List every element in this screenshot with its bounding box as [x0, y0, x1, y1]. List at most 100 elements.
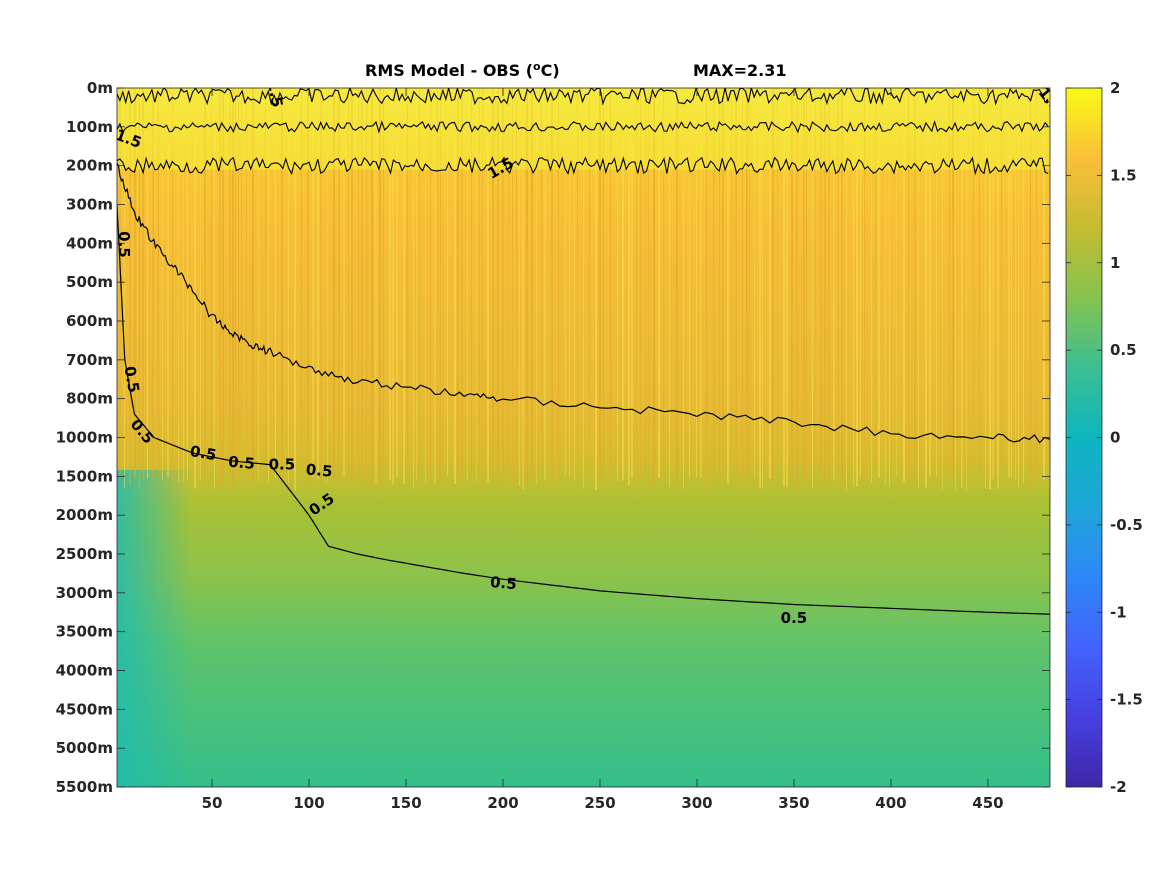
contour-label: 0.5 [228, 453, 256, 473]
field-stripe [454, 88, 456, 485]
field-stripe [719, 88, 720, 488]
y-tick-label: 800m [66, 390, 113, 408]
field-stripe [447, 88, 448, 477]
x-tick-label: 450 [972, 794, 1003, 812]
colorbar-tick-label: -1 [1110, 603, 1127, 621]
colorbar-tick-label: 0.5 [1110, 341, 1137, 359]
field-stripe [1043, 88, 1045, 480]
y-tick-label: 700m [66, 351, 113, 369]
field-stripe [833, 88, 835, 480]
field-stripe [683, 88, 684, 489]
y-tick-label: 100m [66, 118, 113, 136]
field-stripe [669, 88, 670, 488]
field-stripe [908, 88, 909, 483]
field-stripe [689, 88, 690, 478]
x-tick-label: 350 [778, 794, 809, 812]
x-tick-label: 200 [487, 794, 518, 812]
x-tick-label: 100 [293, 794, 324, 812]
field-stripe [640, 88, 641, 479]
field-stripe [434, 88, 436, 484]
colorbar-tick-label: 1 [1110, 254, 1120, 272]
field-stripe [754, 88, 755, 479]
field-stripe [178, 88, 179, 483]
field-stripe [936, 88, 937, 477]
field-stripe [815, 88, 816, 488]
field-stripe [731, 88, 732, 478]
field-stripe [1015, 88, 1016, 481]
field-texture [117, 88, 1050, 491]
field-stripe [194, 88, 196, 489]
y-axis-ticks: 0m 100m 200m 300m 400m 500m 600m 700m 800m 1000m 1… [56, 79, 1050, 796]
field-stripe [961, 88, 963, 489]
field-stripe [268, 88, 269, 482]
field-stripe [841, 88, 843, 483]
y-tick-label: 600m [66, 312, 113, 330]
y-tick-label: 0m [87, 79, 113, 97]
field-stripe [1011, 88, 1012, 478]
field-stripe [461, 88, 463, 485]
field-stripe [437, 88, 438, 477]
field-stripe [558, 88, 559, 477]
field-stripe [769, 88, 771, 479]
field-stripe [914, 88, 916, 482]
x-tick-label: 50 [202, 794, 223, 812]
field-stripe [966, 88, 967, 490]
contour-label: 0.5 [489, 573, 517, 593]
field-stripe [820, 88, 822, 487]
field-stripe [658, 88, 660, 479]
field-stripe [222, 88, 224, 487]
field-stripe [371, 88, 373, 489]
x-tick-label: 400 [875, 794, 906, 812]
field-stripe [147, 88, 148, 479]
contour-label: 1.5 [264, 79, 286, 108]
field-stripe [392, 88, 394, 485]
field-stripe [516, 88, 517, 483]
chart-title: RMS Model - OBS (oC) [365, 60, 560, 80]
field-stripe [864, 88, 865, 481]
y-tick-label: 3500m [56, 623, 113, 641]
field-stripe [742, 88, 743, 486]
field-stripe [648, 88, 649, 485]
field-stripe [628, 88, 630, 486]
field-stripe [288, 88, 289, 484]
field-stripe [119, 88, 121, 478]
field-stripe [379, 88, 381, 485]
field-stripe [1049, 88, 1050, 488]
field-stripe [139, 88, 140, 490]
contour-label: 0.5 [781, 609, 808, 627]
field-stripe [265, 88, 266, 479]
field-stripe [929, 88, 931, 477]
field-stripe [512, 88, 513, 483]
field-stripe [896, 88, 897, 478]
field-stripe [389, 88, 391, 481]
field-stripe [989, 88, 991, 490]
y-tick-label: 1500m [56, 467, 113, 485]
field-stripe [361, 88, 363, 489]
field-stripe [258, 88, 259, 482]
field-stripe [246, 88, 247, 483]
field-stripe [871, 88, 872, 483]
field-stripe [348, 88, 349, 484]
chart-max-label: MAX=2.31 [693, 61, 787, 80]
field-stripe [551, 88, 553, 486]
field-stripe [846, 88, 847, 491]
field-stripe [508, 88, 509, 487]
field-stripe [636, 88, 637, 482]
field-stripe [955, 88, 956, 491]
field-stripe [229, 88, 231, 479]
field-stripe [241, 88, 242, 486]
field-stripe [663, 88, 664, 478]
field-stripe [992, 88, 994, 480]
colorbar [1065, 87, 1103, 788]
field-stripe [610, 88, 611, 481]
field-stripe [803, 88, 805, 480]
field-stripe [583, 88, 584, 489]
field-stripe [235, 88, 236, 481]
field-stripe [134, 88, 136, 479]
field-stripe [1008, 88, 1010, 478]
field-stripe [856, 88, 858, 487]
field-stripe [700, 88, 702, 478]
y-tick-label: 5000m [56, 739, 113, 757]
field-stripe [479, 88, 480, 478]
field-stripe [482, 88, 483, 488]
